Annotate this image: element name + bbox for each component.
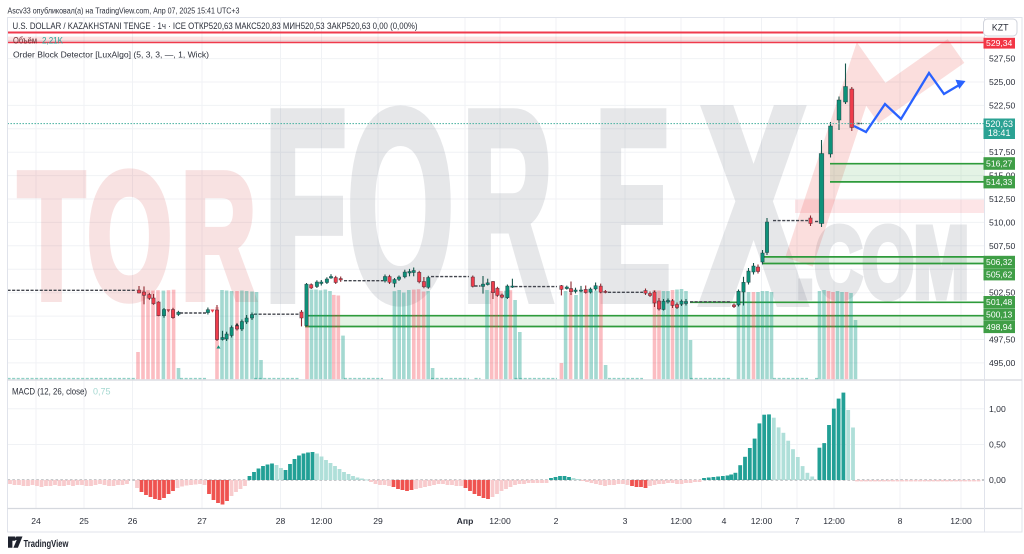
svg-text:0,50: 0,50 <box>989 440 1006 450</box>
svg-text:Order Block Detector [LuxAlgo]: Order Block Detector [LuxAlgo] (5, 3, 3,… <box>13 50 209 60</box>
svg-text:507,50: 507,50 <box>989 241 1016 251</box>
svg-text:520,63: 520,63 <box>985 119 1013 129</box>
svg-text:T: T <box>18 136 85 337</box>
svg-text:28: 28 <box>276 516 286 526</box>
svg-text:497,50: 497,50 <box>989 335 1016 345</box>
svg-text:505,62: 505,62 <box>986 269 1013 279</box>
svg-text:29: 29 <box>373 516 383 526</box>
svg-text:1,00: 1,00 <box>989 404 1006 414</box>
svg-text:U.S. DOLLAR / KAZAKHSTANI TENG: U.S. DOLLAR / KAZAKHSTANI TENGE · 1ч · I… <box>13 21 418 31</box>
svg-text:512,50: 512,50 <box>989 194 1016 204</box>
svg-text:2: 2 <box>554 516 559 526</box>
svg-text:527,50: 527,50 <box>989 54 1016 64</box>
svg-text:27: 27 <box>197 516 207 526</box>
svg-text:26: 26 <box>128 516 138 526</box>
svg-text:O: O <box>347 56 454 357</box>
svg-text:517,50: 517,50 <box>989 147 1016 157</box>
svg-text:18:41: 18:41 <box>988 128 1011 138</box>
svg-text:Ascv33 опубликовал(а) на Tradi: Ascv33 опубликовал(а) на TradingView.com… <box>8 6 240 16</box>
svg-text:12:00: 12:00 <box>823 516 845 526</box>
svg-text:8: 8 <box>898 516 903 526</box>
svg-text:515,00: 515,00 <box>989 171 1016 181</box>
svg-text:502,50: 502,50 <box>989 288 1016 298</box>
svg-text:495,00: 495,00 <box>989 358 1016 368</box>
svg-text:TradingView: TradingView <box>24 538 70 550</box>
svg-text:498,94: 498,94 <box>986 322 1013 332</box>
svg-text:4: 4 <box>722 516 727 526</box>
svg-text:506,32: 506,32 <box>986 257 1013 267</box>
svg-text:MACD (12, 26, close): MACD (12, 26, close) <box>12 387 87 397</box>
svg-text:X: X <box>704 56 804 357</box>
svg-text:7: 7 <box>795 516 800 526</box>
svg-text:25: 25 <box>79 516 89 526</box>
svg-text:3: 3 <box>623 516 628 526</box>
svg-text:514,33: 514,33 <box>986 177 1013 187</box>
svg-text:12:00: 12:00 <box>950 516 972 526</box>
svg-text:510,00: 510,00 <box>989 217 1016 227</box>
svg-text:500,13: 500,13 <box>986 310 1013 320</box>
svg-text:O: O <box>87 136 172 337</box>
svg-text:12:00: 12:00 <box>489 516 511 526</box>
svg-text:R: R <box>181 136 256 337</box>
svg-text:522,50: 522,50 <box>989 100 1016 110</box>
svg-text:0,00: 0,00 <box>989 475 1006 485</box>
svg-text:0,75: 0,75 <box>93 387 111 397</box>
svg-text:12:00: 12:00 <box>751 516 773 526</box>
svg-text:R: R <box>462 56 553 357</box>
svg-text:Объём: Объём <box>13 36 37 46</box>
svg-text:12:00: 12:00 <box>670 516 692 526</box>
svg-text:501,48: 501,48 <box>986 297 1013 307</box>
svg-text:525,00: 525,00 <box>989 77 1016 87</box>
svg-text:529,34: 529,34 <box>986 38 1013 48</box>
svg-text:2,21K: 2,21K <box>42 36 63 46</box>
svg-text:Апр: Апр <box>457 516 474 526</box>
svg-text:12:00: 12:00 <box>311 516 333 526</box>
svg-text:516,27: 516,27 <box>986 159 1013 169</box>
svg-text:KZT: KZT <box>992 23 1009 33</box>
svg-text:24: 24 <box>31 516 41 526</box>
